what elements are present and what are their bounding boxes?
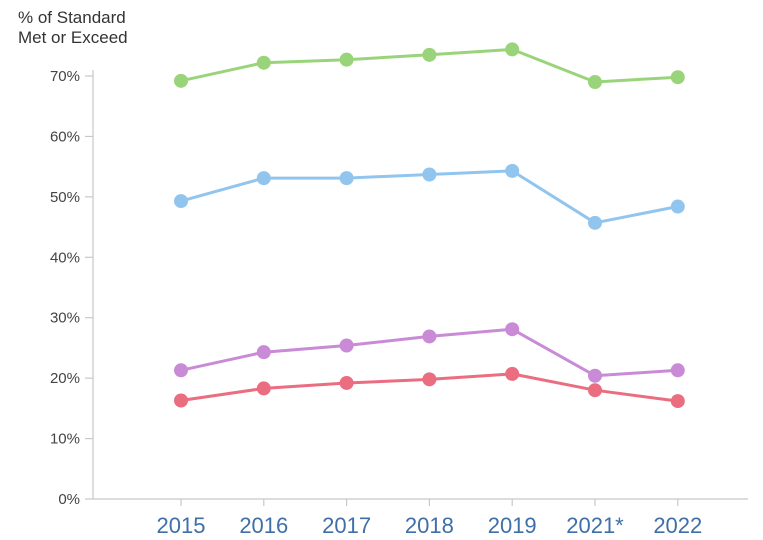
x-tick-label: 2016 [239, 513, 288, 538]
data-point-green [256, 55, 271, 70]
x-tick-label: 2018 [405, 513, 454, 538]
data-point-purple [339, 338, 354, 353]
data-point-red [256, 381, 271, 396]
data-point-green [588, 75, 602, 90]
data-point-blue [256, 171, 271, 186]
y-axis-label-line-2: Met or Exceed [18, 28, 128, 47]
data-point-red [670, 394, 685, 409]
data-point-blue [670, 199, 685, 214]
y-tick-label: 40% [50, 249, 80, 266]
y-tick-label: 30% [50, 310, 80, 327]
data-point-blue [339, 171, 354, 186]
y-tick-label: 0% [58, 491, 80, 508]
data-point-green [505, 42, 520, 57]
data-point-red [505, 366, 520, 381]
y-tick-label: 10% [50, 431, 80, 448]
data-point-purple [174, 363, 188, 378]
data-point-blue [174, 194, 188, 209]
data-point-green [422, 47, 437, 62]
data-point-purple [422, 329, 437, 344]
series-blue [174, 163, 685, 230]
data-point-purple [588, 368, 602, 383]
x-tick-label: 2017 [322, 513, 371, 538]
y-tick-label: 20% [50, 370, 80, 387]
y-tick-label: 70% [50, 68, 80, 85]
data-point-purple [670, 363, 685, 378]
data-point-red [588, 383, 602, 398]
data-point-purple [505, 322, 520, 337]
x-tick-label: 2022 [653, 513, 702, 538]
series-purple [174, 322, 685, 383]
data-point-blue [505, 163, 520, 178]
x-tick-label: 2021* [566, 513, 624, 538]
series-layer [174, 42, 685, 409]
data-point-red [422, 372, 437, 387]
data-point-green [174, 73, 188, 88]
y-tick-label: 60% [50, 128, 80, 145]
data-point-red [339, 375, 354, 390]
series-green [174, 42, 685, 90]
y-tick-label: 50% [50, 189, 80, 206]
y-axis-label-line-1: % of Standard [18, 8, 126, 27]
series-red [174, 366, 685, 409]
y-axis-label: % of Standard Met or Exceed [18, 8, 128, 47]
data-point-green [339, 52, 354, 67]
data-point-blue [588, 215, 602, 230]
y-axis: 0% 10% 20% 30% 40% 50% 60% 70% [50, 68, 94, 508]
data-point-green [670, 70, 685, 85]
x-tick-label: 2015 [157, 513, 206, 538]
x-axis: 2015 2016 2017 2018 2019 2021* 2022 [93, 498, 748, 538]
data-point-blue [422, 167, 437, 182]
x-tick-label: 2019 [488, 513, 537, 538]
data-point-red [174, 393, 188, 408]
data-point-purple [256, 345, 271, 360]
